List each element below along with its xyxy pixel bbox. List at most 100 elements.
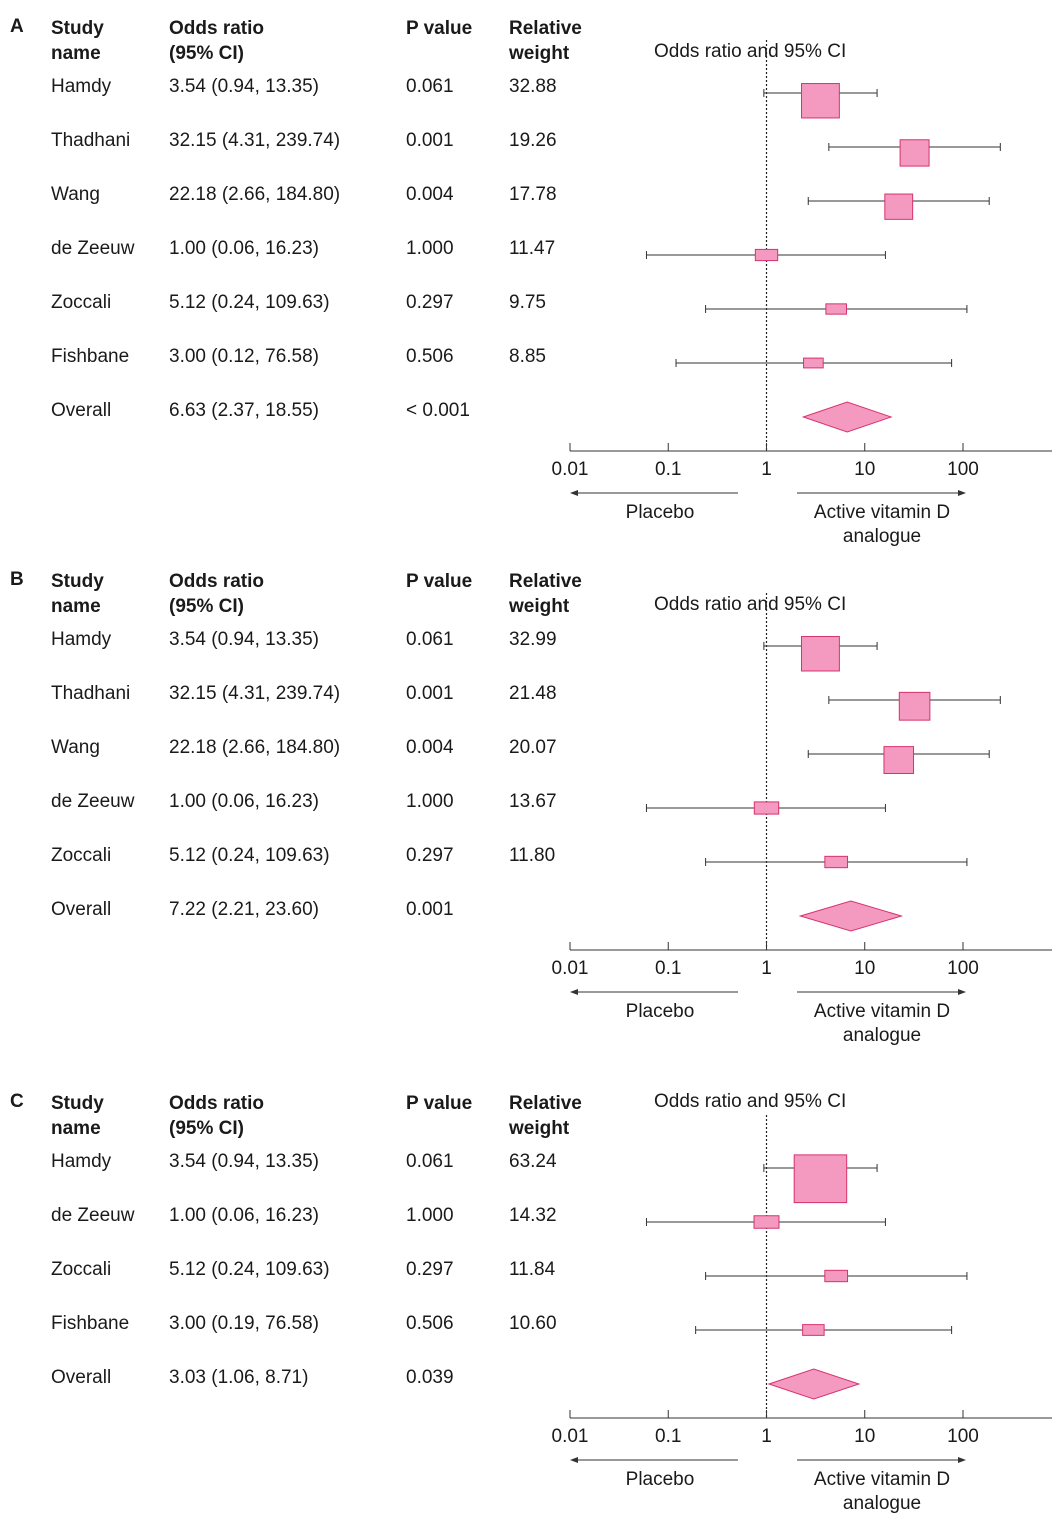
p-value: 0.004 (406, 737, 454, 758)
study-row: Fishbane 3.00 (0.19, 76.58) 0.506 10.60 (0, 1313, 560, 1337)
study-marker (824, 855, 849, 869)
p-value: 0.297 (406, 1259, 454, 1280)
study-name: de Zeeuw (51, 238, 135, 259)
x-tick-label: 100 (947, 459, 979, 480)
odds-ratio-ci: 22.18 (2.66, 184.80) (169, 184, 341, 205)
placebo-label: Placebo (625, 1469, 695, 1490)
study-row: de Zeeuw 1.00 (0.06, 16.23) 1.000 13.67 (0, 791, 560, 815)
relative-weight: 32.99 (509, 629, 557, 650)
odds-ratio-ci: 1.00 (0.06, 16.23) (169, 238, 319, 259)
forest-plot-area: 0.01 0.1 1 10 100 (552, 1115, 1052, 1463)
p-value: 0.001 (406, 899, 454, 920)
right-arrow-head (958, 490, 966, 496)
study-marker (754, 248, 779, 262)
relative-weight: 21.48 (509, 683, 557, 704)
study-marker (825, 303, 847, 315)
odds-ratio-ci: 32.15 (4.31, 239.74) (169, 130, 341, 151)
panel-label: A (10, 16, 24, 37)
study-row: Fishbane 3.00 (0.12, 76.58) 0.506 8.85 (0, 346, 560, 370)
forest-plot-area: 0.01 0.1 1 10 100 (552, 40, 1052, 496)
study-name: Overall (51, 400, 112, 421)
relative-weight: 20.07 (509, 737, 557, 758)
odds-ratio-ci: 5.12 (0.24, 109.63) (169, 292, 330, 313)
study-row: Thadhani 32.15 (4.31, 239.74) 0.001 19.26 (0, 130, 560, 154)
study-marker (803, 357, 824, 369)
p-value: 1.000 (406, 238, 454, 259)
odds-ratio-ci: 1.00 (0.06, 16.23) (169, 791, 319, 812)
header-p-value: P value (406, 571, 473, 592)
p-value: 0.001 (406, 683, 454, 704)
x-tick-label: 0.1 (655, 459, 681, 480)
odds-ratio-ci: 3.54 (0.94, 13.35) (169, 76, 319, 97)
forest-panel-b: B Study name Odds ratio (95% CI) P value Rel… (0, 553, 1054, 1071)
relative-weight: 14.32 (509, 1205, 557, 1226)
right-arrow-head (958, 989, 966, 995)
odds-ratio-ci: 3.03 (1.06, 8.71) (169, 1367, 309, 1388)
header-relative-weight: Relative weight (509, 571, 582, 617)
left-arrow-head (570, 1457, 578, 1463)
p-value: < 0.001 (406, 400, 470, 421)
overall-diamond (767, 1368, 861, 1400)
study-name: Thadhani (51, 130, 131, 151)
relative-weight: 11.84 (509, 1259, 556, 1280)
right-arrow-head (958, 1457, 966, 1463)
study-row: Hamdy 3.54 (0.94, 13.35) 0.061 32.88 (0, 76, 560, 100)
study-marker (899, 139, 930, 167)
relative-weight: 9.75 (509, 292, 546, 313)
study-name: Fishbane (51, 346, 130, 367)
study-name: Hamdy (51, 76, 112, 97)
study-marker (884, 193, 914, 220)
header-plot-title: Odds ratio and 95% CI (654, 41, 847, 62)
study-marker (753, 1215, 780, 1229)
header-relative-weight: Relative weight (509, 1093, 582, 1139)
odds-ratio-ci: 22.18 (2.66, 184.80) (169, 737, 341, 758)
study-row: Wang 22.18 (2.66, 184.80) 0.004 17.78 (0, 184, 560, 208)
study-marker (753, 801, 780, 815)
active-vitamin-d-label: Active vitamin D analogue (813, 502, 951, 547)
study-name: Zoccali (51, 845, 112, 866)
study-row: Hamdy 3.54 (0.94, 13.35) 0.061 32.99 (0, 629, 560, 653)
x-tick-label: 100 (947, 1426, 979, 1447)
study-name: Zoccali (51, 1259, 112, 1280)
x-tick-label: 1 (761, 1426, 772, 1447)
relative-weight: 13.67 (509, 791, 557, 812)
p-value: 0.001 (406, 130, 454, 151)
study-marker (898, 691, 931, 721)
x-tick-label: 10 (854, 958, 875, 979)
x-tick-label: 0.01 (552, 1426, 589, 1447)
header-study-name: Study name (51, 571, 104, 617)
header-study-name: Study name (51, 1093, 104, 1139)
study-row: Zoccali 5.12 (0.24, 109.63) 0.297 11.80 (0, 845, 560, 869)
study-name: Hamdy (51, 1151, 112, 1172)
study-name: Fishbane (51, 1313, 130, 1334)
relative-weight: 11.80 (509, 845, 556, 866)
x-tick-label: 0.01 (552, 459, 589, 480)
study-row: Wang 22.18 (2.66, 184.80) 0.004 20.07 (0, 737, 560, 761)
header-odds-ratio: Odds ratio (95% CI) (169, 1093, 265, 1139)
study-marker (883, 746, 915, 774)
x-tick-label: 10 (854, 1426, 875, 1447)
study-name: Wang (51, 737, 100, 758)
relative-weight: 32.88 (509, 76, 557, 97)
study-row: Thadhani 32.15 (4.31, 239.74) 0.001 21.48 (0, 683, 560, 707)
header-odds-ratio: Odds ratio (95% CI) (169, 18, 265, 64)
study-row: de Zeeuw 1.00 (0.06, 16.23) 1.000 14.32 (0, 1205, 560, 1229)
header-study-name: Study name (51, 18, 104, 64)
forest-panel-c: C Study name Odds ratio (95% CI) P value Rel… (0, 1075, 1054, 1539)
header-odds-ratio: Odds ratio (95% CI) (169, 571, 265, 617)
placebo-label: Placebo (625, 1001, 695, 1022)
study-row: Zoccali 5.12 (0.24, 109.63) 0.297 9.75 (0, 292, 560, 316)
p-value: 0.061 (406, 76, 454, 97)
p-value: 0.039 (406, 1367, 454, 1388)
odds-ratio-ci: 6.63 (2.37, 18.55) (169, 400, 319, 421)
study-row: Hamdy 3.54 (0.94, 13.35) 0.061 63.24 (0, 1151, 560, 1175)
header-p-value: P value (406, 18, 473, 39)
relative-weight: 11.47 (509, 238, 556, 259)
study-marker (824, 1269, 849, 1283)
relative-weight: 17.78 (509, 184, 557, 205)
overall-diamond (798, 900, 904, 932)
overall-row: Overall 3.03 (1.06, 8.71) 0.039 (0, 1367, 560, 1391)
odds-ratio-ci: 3.00 (0.12, 76.58) (169, 346, 319, 367)
header-p-value: P value (406, 1093, 473, 1114)
relative-weight: 19.26 (509, 130, 557, 151)
